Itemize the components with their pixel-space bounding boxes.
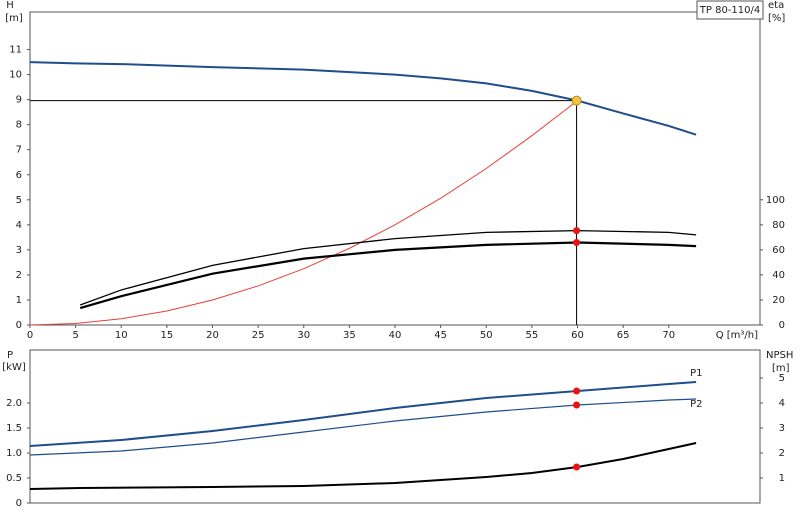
x-tick-label: 30 xyxy=(297,330,310,341)
y2-axis-title: NPSH xyxy=(766,350,793,361)
y2-tick-label: 80 xyxy=(772,220,785,231)
x-tick-label: 0 xyxy=(27,330,33,341)
curve xyxy=(79,241,697,310)
x-tick-label: 65 xyxy=(617,330,630,341)
x-tick-label: 20 xyxy=(206,330,219,341)
y2-tick-label: 40 xyxy=(772,270,785,281)
y-axis-title: H xyxy=(6,0,14,11)
series-label: P1 xyxy=(690,368,702,379)
y2-tick-label: 3 xyxy=(779,423,785,434)
duty-point xyxy=(573,387,581,395)
y2-axis-unit: [m] xyxy=(772,363,790,374)
x-tick-label: 35 xyxy=(343,330,356,341)
x-tick-label: 15 xyxy=(161,330,174,341)
x-tick-label: 55 xyxy=(526,330,539,341)
curve xyxy=(79,229,697,306)
y2-axis-title: eta xyxy=(768,0,784,11)
y2-tick-label: 2 xyxy=(779,448,785,459)
y2-tick-label: 20 xyxy=(772,295,785,306)
operating-point xyxy=(571,95,582,106)
y-tick-label: 3 xyxy=(16,245,22,256)
y-axis-title: P xyxy=(7,350,13,361)
curve xyxy=(29,100,578,326)
bottom-plot-frame xyxy=(29,349,761,504)
curve xyxy=(29,61,697,136)
duty-point xyxy=(573,238,581,246)
y-tick-label: 2.0 xyxy=(6,398,22,409)
y-tick-label: 7 xyxy=(16,145,22,156)
x-tick-label: 60 xyxy=(571,330,584,341)
x-tick-label: 50 xyxy=(480,330,493,341)
y-tick-label: 8 xyxy=(16,120,22,131)
x-tick-label: 40 xyxy=(389,330,402,341)
y-tick-label: 9 xyxy=(16,95,22,106)
x-tick-label: 70 xyxy=(662,330,675,341)
y2-tick-label: 100 xyxy=(766,195,785,206)
series-label: P2 xyxy=(690,399,702,410)
y2-tick-label: 1 xyxy=(779,473,785,484)
y-tick-label: 1.5 xyxy=(6,423,22,434)
y-tick-label: 1 xyxy=(16,295,22,306)
curve xyxy=(29,442,697,490)
y-axis-unit: [m] xyxy=(5,13,23,24)
y-tick-label: 1.0 xyxy=(6,448,22,459)
y2-axis-unit: [%] xyxy=(768,13,785,24)
y2-tick-label: 5 xyxy=(779,373,785,384)
x-axis-title: Q [m³/h] xyxy=(716,330,758,341)
duty-point xyxy=(573,227,581,235)
y-axis-unit: [kW] xyxy=(2,362,26,373)
x-tick-label: 10 xyxy=(115,330,128,341)
curve xyxy=(29,381,697,447)
x-tick-label: 45 xyxy=(434,330,447,341)
y-tick-label: 0 xyxy=(16,498,22,509)
duty-point xyxy=(573,401,581,409)
y2-tick-label: 60 xyxy=(772,245,785,256)
y-tick-label: 0.5 xyxy=(6,473,22,484)
y2-tick-label: 0 xyxy=(779,320,785,331)
y-tick-label: 4 xyxy=(16,220,22,231)
y-tick-label: 10 xyxy=(9,70,22,81)
chart-title: TP 80-110/4 xyxy=(699,5,760,16)
y-tick-label: 0 xyxy=(16,320,22,331)
y-tick-label: 11 xyxy=(9,45,22,56)
y-tick-label: 5 xyxy=(16,195,22,206)
duty-point xyxy=(573,463,581,471)
x-tick-label: 5 xyxy=(72,330,78,341)
top-plot-frame xyxy=(29,11,761,326)
y-tick-label: 2 xyxy=(16,270,22,281)
title-box xyxy=(696,0,764,20)
y-tick-label: 6 xyxy=(16,170,22,181)
y2-tick-label: 4 xyxy=(779,398,785,409)
x-tick-label: 25 xyxy=(252,330,265,341)
curve xyxy=(29,398,697,456)
